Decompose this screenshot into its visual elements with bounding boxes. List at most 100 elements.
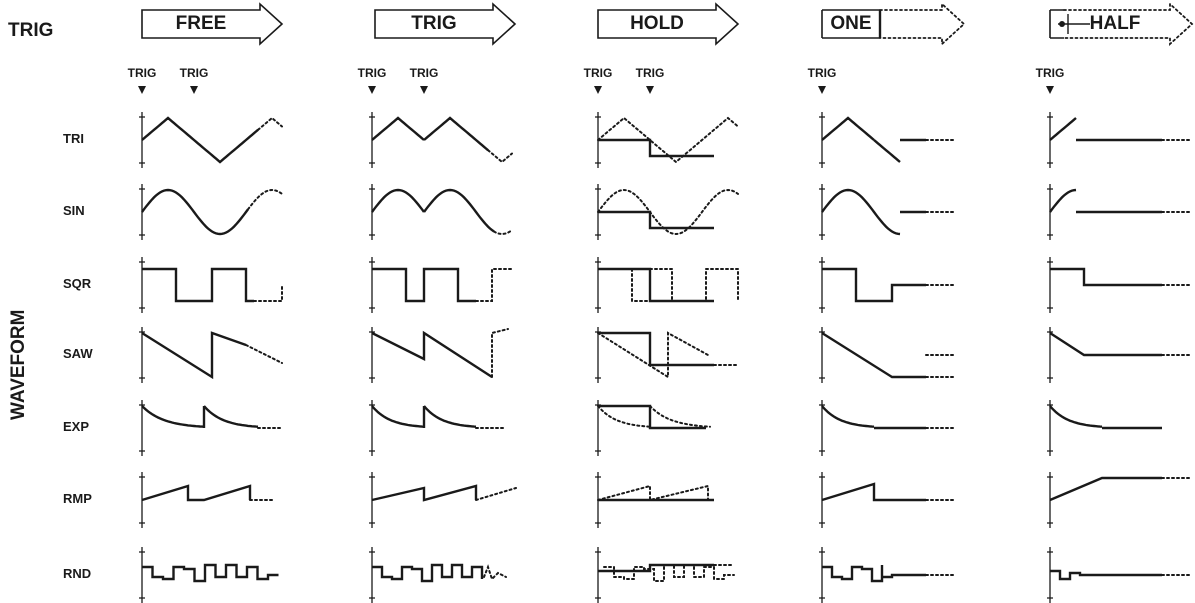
axis-tick — [819, 261, 825, 309]
arrow-dotted-outline — [1063, 1, 1194, 47]
plot-trig-rmp — [369, 472, 517, 528]
axis-tick — [139, 476, 145, 524]
waveform-label-sqr: SQR — [63, 276, 92, 291]
arrow-tail — [821, 9, 880, 39]
axis-tick — [139, 188, 145, 236]
trigger-marker-icon — [1046, 86, 1054, 94]
waveform-trace — [423, 188, 495, 233]
plot-half-rmp — [1047, 472, 1193, 528]
plot-free-saw — [139, 327, 283, 383]
trigger-label: TRIG — [357, 66, 387, 80]
axis-tick — [139, 551, 145, 599]
mode-label-half: HALF — [1089, 13, 1141, 34]
waveform-trace — [1050, 569, 1162, 581]
waveform-trace — [821, 116, 875, 141]
arrow-outline — [597, 2, 740, 46]
axis-tick — [595, 261, 601, 309]
waveform-trace — [598, 563, 714, 573]
waveform-trace — [822, 565, 926, 583]
waveform-label-tri: TRI — [63, 131, 84, 146]
plot-half-rnd — [1047, 547, 1193, 603]
trigger-label: TRIG — [179, 66, 209, 80]
waveform-trace — [598, 404, 706, 430]
waveform-trace — [371, 484, 478, 502]
plot-one-rmp — [819, 472, 957, 528]
plot-one-rnd — [819, 547, 957, 603]
waveform-trace — [598, 267, 714, 303]
trigger-marker-icon — [818, 86, 826, 94]
waveform-trace-dotted — [603, 564, 735, 582]
waveform-trace-dotted — [491, 328, 509, 378]
waveform-trace — [372, 563, 484, 583]
plot-one-tri — [819, 112, 957, 168]
axis-tick — [595, 116, 601, 164]
waveform-trace — [598, 331, 714, 367]
waveform-trace — [203, 405, 259, 428]
waveform-trace — [1049, 476, 1162, 502]
trigger-label: TRIG — [807, 66, 837, 80]
waveform-trace-dotted — [483, 564, 507, 581]
waveform-trace-dotted — [475, 487, 517, 501]
waveform-trace — [371, 405, 425, 428]
mode-arrow-half — [1049, 1, 1194, 47]
waveform-trace-dotted — [597, 484, 709, 502]
axis-tick — [819, 476, 825, 524]
mode-label-trig: TRIG — [411, 13, 457, 34]
trigger-marker-icon — [594, 86, 602, 94]
waveform-trace-dotted — [257, 116, 283, 131]
waveform-trace — [1049, 331, 1162, 357]
plot-free-sqr — [139, 257, 283, 313]
trigger-marker-icon — [138, 86, 146, 94]
waveform-trace — [141, 405, 205, 428]
trigger-marker-icon — [646, 86, 654, 94]
waveform-trace — [371, 330, 493, 379]
plot-one-sin — [819, 184, 957, 240]
plot-one-sqr — [819, 257, 957, 313]
waveform-trace — [822, 267, 926, 303]
plot-free-exp — [139, 400, 283, 456]
arrow-tail — [1049, 9, 1064, 39]
plot-one-saw — [819, 327, 957, 383]
waveform-trace-dotted — [487, 149, 513, 164]
waveform-trace — [821, 331, 926, 379]
arrow-dotted-outline — [879, 1, 966, 47]
waveform-trace-dotted — [631, 268, 739, 302]
trig-heading: TRIG — [8, 20, 54, 41]
waveform-trace-dotted — [597, 331, 709, 379]
waveform-trace-dotted — [649, 405, 711, 428]
plot-trig-sqr — [369, 257, 513, 313]
waveform-trace — [423, 116, 489, 152]
waveform-trace — [1050, 267, 1162, 287]
waveform-trace — [141, 331, 247, 380]
axis-tick — [1047, 188, 1053, 236]
axis-tick — [819, 331, 825, 379]
axis-tick — [1047, 261, 1053, 309]
plot-trig-sin — [369, 184, 513, 240]
waveform-trace-dotted — [475, 268, 513, 302]
mode-arrow-hold — [597, 2, 740, 46]
axis-tick — [1047, 331, 1053, 379]
waveform-trace — [1049, 117, 1077, 141]
waveform-label-sin: SIN — [63, 203, 85, 218]
waveform-trace — [371, 188, 425, 213]
axis-tick — [819, 188, 825, 236]
waveform-trace — [142, 563, 279, 583]
plot-hold-rnd — [595, 547, 735, 603]
waveform-trace — [423, 405, 477, 428]
axis-tick — [1047, 404, 1053, 452]
mode-arrow-trig — [374, 2, 517, 46]
axis-tick — [139, 261, 145, 309]
waveform-label-rnd: RND — [63, 566, 92, 581]
plot-free-rnd — [139, 547, 279, 603]
plot-free-rmp — [139, 472, 275, 528]
plot-hold-tri — [595, 112, 739, 168]
waveform-trace-dotted — [245, 344, 283, 364]
axis-tick — [369, 116, 375, 164]
plot-half-sqr — [1047, 257, 1193, 313]
waveform-trace — [141, 484, 252, 502]
waveform-label-rmp: RMP — [63, 491, 92, 506]
waveform-trace-dotted — [493, 229, 513, 236]
plot-hold-rmp — [595, 472, 714, 528]
waveform-trace — [821, 405, 875, 428]
